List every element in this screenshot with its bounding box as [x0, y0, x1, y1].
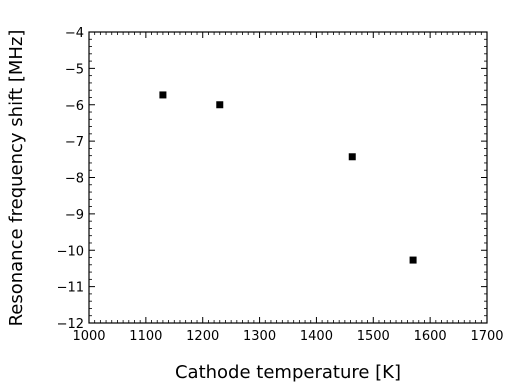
x-tick-label: 1000	[72, 329, 105, 344]
y-tick-label: −5	[65, 62, 84, 77]
x-tick-label: 1300	[243, 329, 276, 344]
x-tick-labels: 1000 1100 1200 1300 1400 1500 1600 1700	[72, 329, 503, 344]
y-tick-labels: −4 −5 −6 −7 −8 −9 −10 −11 −12	[57, 26, 84, 332]
y-tick-label: −4	[65, 26, 84, 41]
y-tick-label: −8	[65, 172, 84, 187]
y-tick-label: −12	[57, 317, 84, 332]
y-tick-label: −10	[57, 244, 84, 259]
plot-frame	[88, 31, 488, 324]
x-tick-label: 1400	[300, 329, 333, 344]
axis-ticks	[88, 31, 488, 324]
y-tick-label: −7	[65, 135, 84, 150]
data-point	[409, 256, 417, 264]
y-tick-label: −6	[65, 99, 84, 114]
y-tick-label: −9	[65, 208, 84, 223]
data-point	[159, 91, 167, 99]
x-tick-label: 1500	[357, 329, 390, 344]
x-tick-label: 1200	[186, 329, 219, 344]
data-point	[348, 153, 356, 161]
data-points	[159, 91, 417, 264]
y-tick-label: −11	[57, 281, 84, 296]
x-tick-label: 1100	[129, 329, 162, 344]
data-point	[216, 101, 224, 109]
x-axis-title: Cathode temperature [K]	[175, 362, 401, 383]
x-tick-label: 1600	[414, 329, 447, 344]
y-axis-title: Resonance frequency shift [MHz]	[6, 30, 27, 327]
x-tick-label: 1700	[470, 329, 503, 344]
